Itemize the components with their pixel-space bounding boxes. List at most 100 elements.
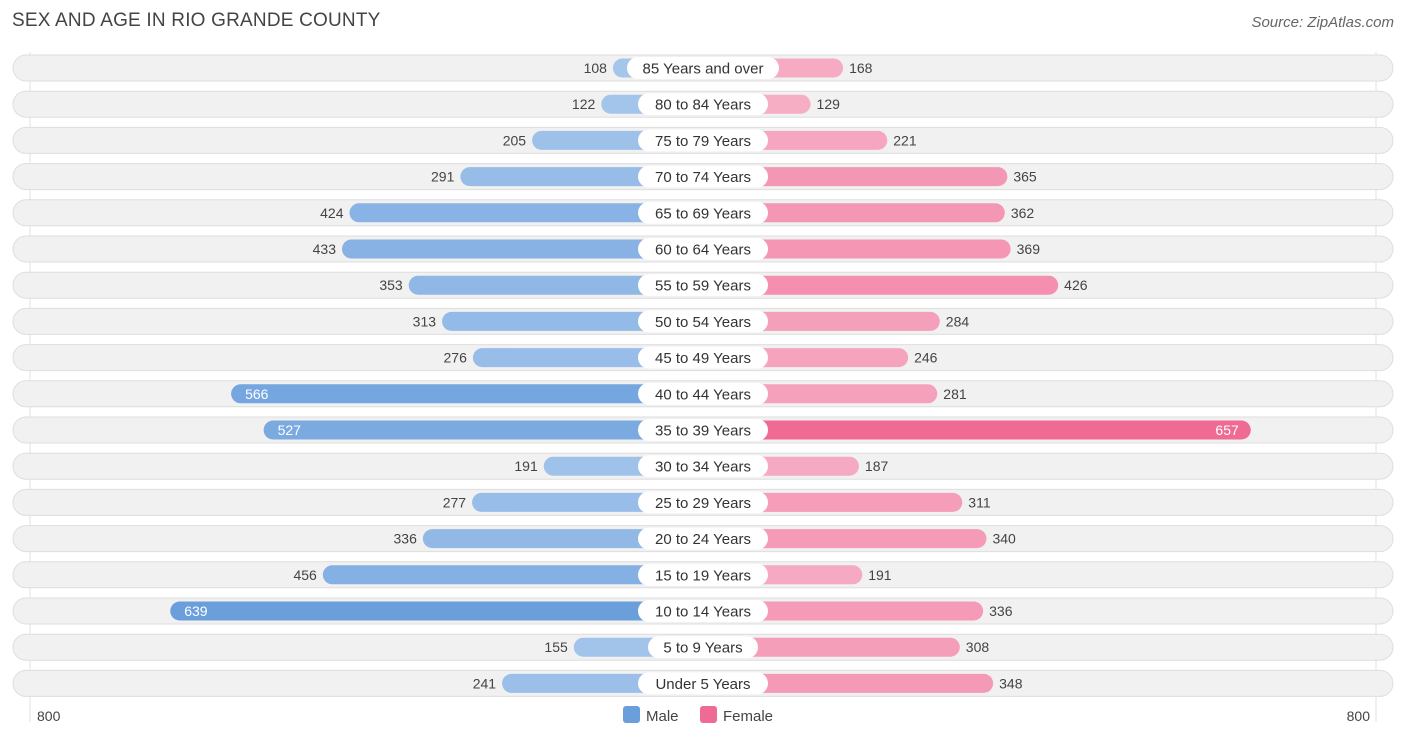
female-bar (703, 637, 960, 657)
category-label: 80 to 84 Years (655, 97, 751, 114)
male-bar (349, 203, 703, 223)
female-value-label: 336 (989, 603, 1013, 619)
female-value-label: 311 (968, 494, 991, 510)
female-value-label: 369 (1017, 241, 1041, 257)
category-label-box (638, 455, 768, 478)
male-value-label: 277 (443, 494, 467, 510)
male-value-label: 433 (313, 241, 337, 257)
male-value-label: 336 (394, 531, 418, 547)
female-value-label: 657 (1215, 422, 1239, 438)
category-label-box (638, 238, 768, 260)
category-label-box (638, 491, 768, 514)
category-label-box (638, 527, 768, 550)
category-label: 5 to 9 Years (663, 640, 742, 657)
chart-title: SEX AND AGE IN RIO GRANDE COUNTY (12, 10, 381, 31)
female-value-label: 221 (893, 132, 917, 148)
male-bar (442, 311, 703, 331)
female-bar (703, 203, 1005, 223)
male-value-label: 155 (544, 639, 568, 655)
category-label-box (638, 93, 768, 116)
female-bar (703, 420, 1251, 440)
category-label-box (627, 57, 779, 79)
male-value-label: 276 (444, 350, 468, 366)
male-bar (231, 384, 703, 404)
female-value-label: 426 (1064, 277, 1088, 293)
category-label: 55 to 59 Years (655, 278, 751, 295)
category-label: 85 Years and over (643, 61, 764, 78)
category-label-box (638, 129, 768, 152)
category-label: 70 to 74 Years (655, 169, 751, 186)
female-value-label: 340 (992, 531, 1016, 547)
category-label-box (638, 165, 768, 188)
category-label: 35 to 39 Years (655, 423, 751, 440)
male-value-label: 456 (293, 567, 317, 583)
category-label: 75 to 79 Years (655, 133, 751, 150)
male-value-label: 527 (278, 422, 302, 438)
male-bar (341, 239, 703, 259)
category-label: 25 to 29 Years (655, 495, 751, 512)
male-bar (422, 529, 703, 549)
category-label-box (638, 201, 768, 224)
male-value-label: 424 (320, 205, 344, 221)
female-value-label: 281 (943, 386, 967, 402)
female-bar (703, 167, 1008, 187)
male-value-label: 566 (245, 386, 269, 402)
category-label: 20 to 24 Years (655, 531, 751, 548)
female-value-label: 187 (865, 458, 889, 474)
female-value-label: 168 (849, 60, 873, 76)
male-value-label: 313 (413, 313, 437, 329)
male-bar (170, 601, 703, 621)
legend-swatch-male (623, 706, 640, 723)
male-value-label: 122 (572, 96, 596, 112)
category-label: 45 to 49 Years (655, 350, 751, 367)
category-label-box (638, 563, 768, 586)
source-label: Source: ZipAtlas.com (1251, 14, 1394, 31)
category-label: 15 to 19 Years (655, 567, 751, 584)
female-value-label: 246 (914, 350, 938, 366)
category-label-box (638, 274, 768, 297)
male-bar (263, 420, 703, 440)
female-value-label: 191 (868, 567, 892, 583)
legend-label-male: Male (646, 708, 679, 725)
category-label: 60 to 64 Years (655, 242, 751, 259)
legend-swatch-female (700, 706, 717, 723)
female-bar (703, 529, 987, 549)
legend-label-female: Female (723, 708, 773, 725)
female-bar (703, 673, 994, 693)
female-value-label: 129 (817, 96, 841, 112)
category-label: 50 to 54 Years (655, 314, 751, 331)
axis-label-left: 800 (37, 708, 61, 724)
category-label-box (638, 382, 768, 405)
female-value-label: 348 (999, 675, 1023, 691)
category-label: 40 to 44 Years (655, 386, 751, 403)
female-bar (703, 492, 963, 512)
male-value-label: 353 (379, 277, 403, 293)
female-value-label: 308 (966, 639, 990, 655)
category-label-box (638, 346, 768, 369)
category-label-box (638, 600, 768, 622)
male-value-label: 205 (503, 132, 527, 148)
category-label: Under 5 Years (655, 676, 750, 693)
category-label-box (638, 310, 768, 333)
male-value-label: 108 (584, 60, 608, 76)
male-value-label: 191 (514, 458, 538, 474)
category-label: 10 to 14 Years (655, 604, 751, 621)
category-label-box (638, 419, 768, 441)
female-value-label: 362 (1011, 205, 1035, 221)
male-value-label: 291 (431, 169, 455, 185)
female-bar (703, 239, 1011, 259)
category-label-box (648, 636, 758, 659)
axis-label-right: 800 (1347, 708, 1371, 724)
female-bar (703, 275, 1059, 295)
female-value-label: 284 (946, 313, 970, 329)
category-label: 65 to 69 Years (655, 205, 751, 222)
female-value-label: 365 (1013, 169, 1037, 185)
male-value-label: 639 (184, 603, 208, 619)
male-bar (408, 275, 703, 295)
category-label-box (638, 672, 768, 695)
female-bar (703, 601, 984, 621)
male-bar (322, 565, 703, 585)
category-label: 30 to 34 Years (655, 459, 751, 476)
male-value-label: 241 (473, 675, 497, 691)
